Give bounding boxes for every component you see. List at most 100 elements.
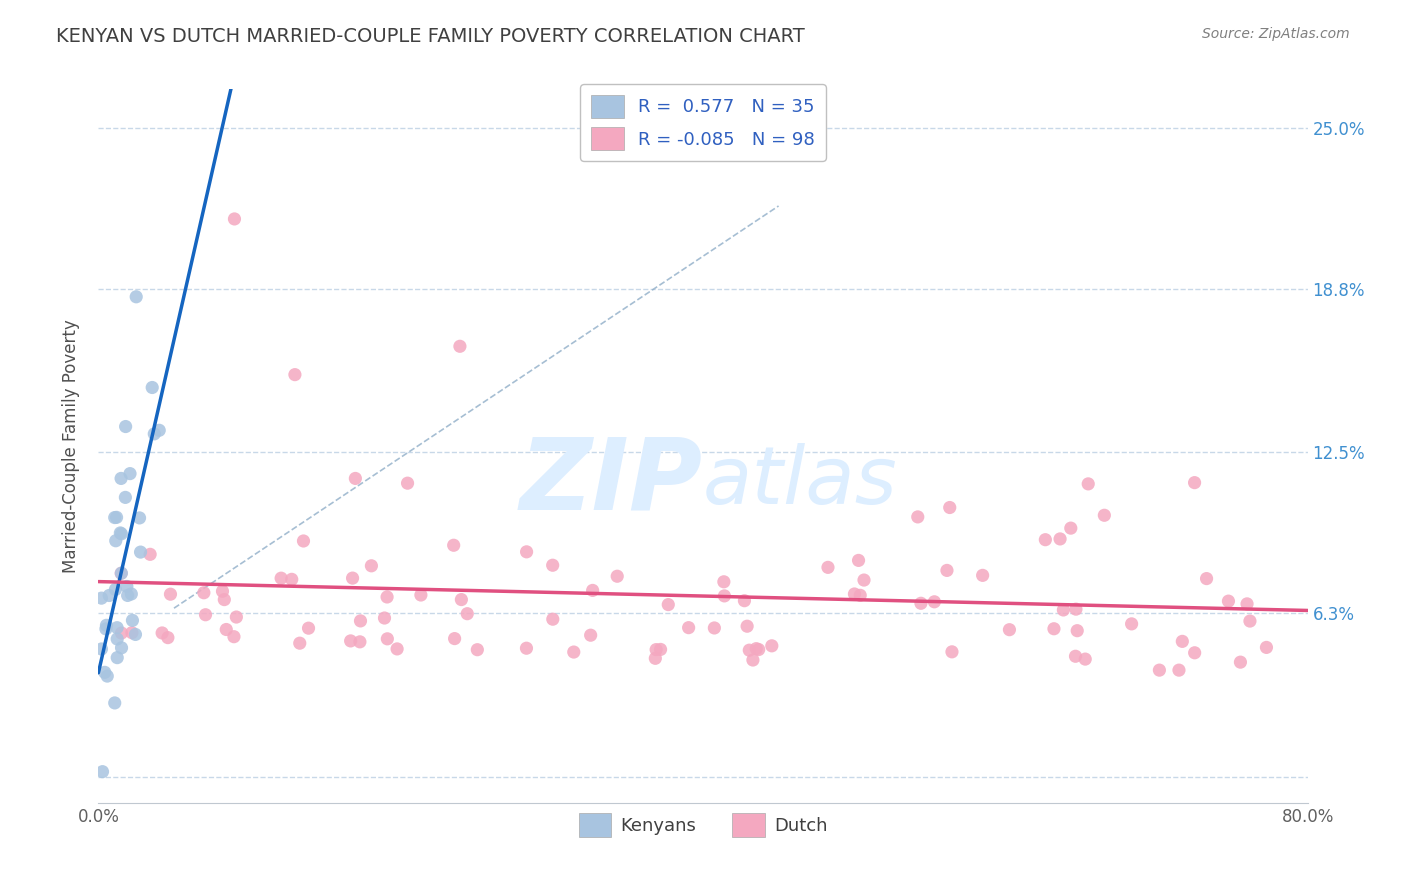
Point	[110, 566, 132, 581]
Point	[748, 642, 770, 657]
Point	[94, 665, 117, 680]
Point	[121, 625, 143, 640]
Point	[129, 545, 152, 559]
Point	[443, 632, 465, 646]
Point	[110, 471, 132, 485]
Point	[761, 639, 783, 653]
Point	[156, 631, 179, 645]
Point	[284, 368, 307, 382]
Point	[143, 426, 166, 441]
Point	[125, 290, 148, 304]
Point	[972, 568, 994, 582]
Point	[105, 621, 128, 635]
Point	[159, 587, 181, 601]
Point	[360, 558, 382, 573]
Point	[1077, 476, 1099, 491]
Point	[1092, 508, 1115, 523]
Point	[853, 573, 876, 587]
Point	[117, 589, 139, 603]
Point	[110, 566, 132, 581]
Point	[344, 471, 367, 485]
Point	[713, 589, 735, 603]
Point	[110, 525, 132, 540]
Point	[105, 632, 128, 646]
Point	[562, 645, 585, 659]
Point	[211, 584, 233, 599]
Point	[844, 587, 866, 601]
Point	[650, 642, 672, 657]
Point	[115, 579, 138, 593]
Point	[104, 533, 127, 548]
Point	[849, 588, 872, 602]
Point	[998, 623, 1021, 637]
Point	[105, 510, 128, 524]
Point	[817, 560, 839, 574]
Point	[124, 627, 146, 641]
Point	[678, 621, 700, 635]
Point	[98, 589, 121, 603]
Point	[270, 571, 292, 585]
Point	[907, 509, 929, 524]
Point	[1256, 640, 1278, 655]
Point	[385, 641, 408, 656]
Point	[110, 640, 132, 655]
Point	[150, 626, 173, 640]
Point	[1184, 646, 1206, 660]
Point	[194, 607, 217, 622]
Point	[606, 569, 628, 583]
Point	[91, 764, 114, 779]
Point	[741, 653, 763, 667]
Point	[1066, 624, 1088, 638]
Point	[733, 593, 755, 607]
Point	[941, 645, 963, 659]
Point	[1195, 572, 1218, 586]
Point	[738, 643, 761, 657]
Point	[349, 614, 371, 628]
Point	[1052, 603, 1074, 617]
Point	[579, 628, 602, 642]
Point	[349, 635, 371, 649]
Point	[1229, 655, 1251, 669]
Point	[94, 622, 117, 636]
Point	[1171, 634, 1194, 648]
Point	[645, 642, 668, 657]
Point	[910, 596, 932, 610]
Point	[118, 467, 141, 481]
Point	[515, 641, 537, 656]
Point	[280, 572, 302, 586]
Point	[1064, 649, 1087, 664]
Point	[104, 510, 127, 524]
Point	[141, 380, 163, 394]
Point	[644, 651, 666, 665]
Point	[110, 526, 132, 541]
Point	[1121, 616, 1143, 631]
Point	[713, 574, 735, 589]
Point	[222, 630, 245, 644]
Point	[110, 626, 132, 640]
Point	[449, 339, 471, 353]
Point	[224, 211, 246, 226]
Point	[193, 586, 215, 600]
Point	[215, 623, 238, 637]
Point	[467, 642, 489, 657]
Point	[139, 547, 162, 561]
Point	[703, 621, 725, 635]
Point	[90, 642, 112, 657]
Point	[1049, 532, 1071, 546]
Point	[1074, 652, 1097, 666]
Text: KENYAN VS DUTCH MARRIED-COUPLE FAMILY POVERTY CORRELATION CHART: KENYAN VS DUTCH MARRIED-COUPLE FAMILY PO…	[56, 27, 806, 45]
Point	[96, 618, 118, 632]
Point	[128, 511, 150, 525]
Point	[938, 500, 960, 515]
Point	[1064, 602, 1087, 616]
Point	[1218, 594, 1240, 608]
Legend: Kenyans, Dutch: Kenyans, Dutch	[571, 806, 835, 844]
Point	[1043, 622, 1066, 636]
Point	[541, 612, 564, 626]
Point	[1149, 663, 1171, 677]
Point	[456, 607, 478, 621]
Point	[582, 583, 605, 598]
Point	[96, 669, 118, 683]
Point	[1184, 475, 1206, 490]
Point	[516, 545, 538, 559]
